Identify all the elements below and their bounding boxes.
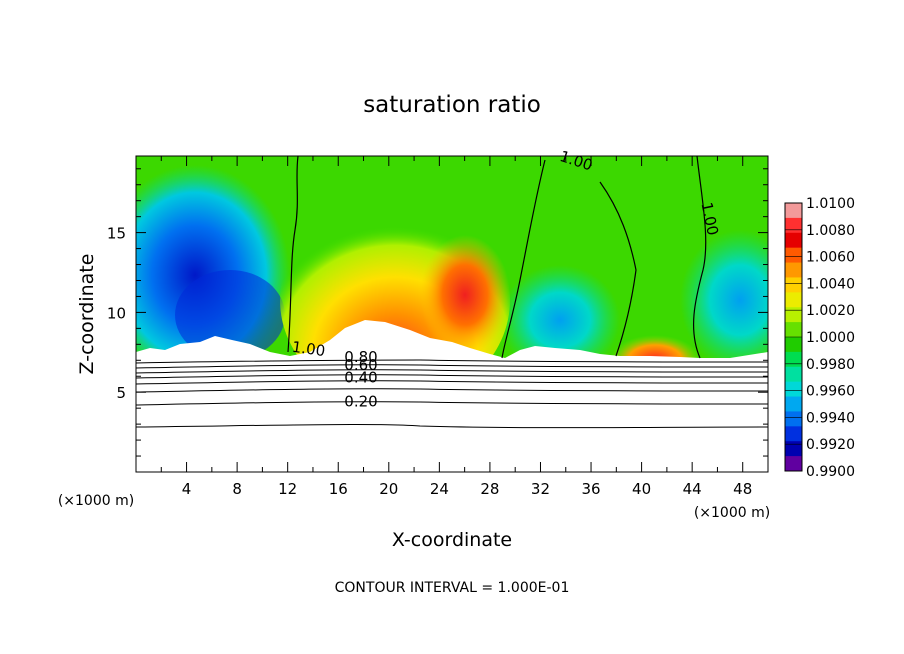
x-tick-label-4: 20: [379, 480, 398, 498]
y-axis: 5 10 15: [107, 168, 768, 457]
y-tick-label-0: 5: [116, 384, 126, 402]
colorbar-swatch: [785, 381, 802, 398]
colorbar-swatch: [785, 366, 802, 383]
colorbar-swatch: [785, 322, 802, 338]
heatmap-field: [136, 156, 768, 472]
colorbar-label-4: 1.0020: [806, 303, 855, 319]
plot-frame: [135, 155, 769, 473]
colorbar-label-8: 0.9940: [806, 410, 855, 426]
colorbar-label-10: 0.9900: [806, 464, 855, 480]
colorbar-swatch: [785, 203, 802, 219]
colorbar-label-2: 1.0060: [806, 250, 855, 266]
x-tick-label-0: 4: [182, 480, 192, 498]
colorbar-swatch: [785, 456, 802, 472]
y-axis-title: Z-coordinate: [76, 254, 98, 375]
unity-contour-lines: [287, 155, 707, 359]
colorbar-label-3: 1.0040: [806, 276, 855, 292]
contour-label-4: 0.60: [344, 356, 377, 374]
lower-contour-lines: [135, 359, 769, 429]
x-tick-label-3: 16: [329, 480, 348, 498]
colorbar-label-9: 0.9920: [806, 437, 855, 453]
colorbar-swatch: [785, 292, 802, 308]
x-tick-label-1: 8: [232, 480, 242, 498]
chart-title: saturation ratio: [363, 92, 541, 118]
colorbar-label-1: 1.0080: [806, 223, 855, 239]
colorbar-swatch: [785, 351, 802, 368]
y-tick-label-2: 15: [107, 225, 126, 243]
colorbar-label-0: 1.0100: [806, 196, 855, 212]
colorbar-swatch: [785, 396, 802, 412]
colorbar-swatch: [785, 277, 802, 293]
y-tick-label-1: 10: [107, 304, 126, 322]
contour-label-3: 0.80: [344, 348, 377, 366]
colorbar-label-7: 0.9960: [806, 384, 855, 400]
colorbar-swatch: [785, 232, 802, 249]
colorbar-swatch: [785, 262, 802, 278]
colorbar-swatch: [785, 426, 802, 442]
colorbar-swatch: [785, 441, 802, 457]
colorbar-swatch: [785, 217, 802, 234]
x-tick-label-8: 36: [581, 480, 600, 498]
x-axis: 4 8 12 16 20 24 28 32 36 40 44 48: [160, 156, 752, 498]
x-tick-label-2: 12: [278, 480, 297, 498]
x-tick-label-9: 40: [632, 480, 651, 498]
x-tick-label-6: 28: [480, 480, 499, 498]
contour-label-6: 0.20: [344, 393, 377, 411]
colorbar: 1.0100 1.0080 1.0060 1.0040 1.0020 1.0000 0.99…: [784, 196, 855, 480]
colorbar-label-5: 1.0000: [806, 330, 855, 346]
colorbar-swatch: [785, 247, 802, 264]
colorbar-swatch: [785, 411, 802, 427]
x-axis-title: X-coordinate: [392, 529, 512, 551]
x-axis-unit: (×1000 m): [694, 505, 770, 521]
colorbar-swatch: [785, 337, 802, 353]
x-tick-label-5: 24: [430, 480, 449, 498]
contour-label-0: 1.00: [291, 338, 327, 360]
x-tick-label-7: 32: [531, 480, 550, 498]
colorbar-swatch: [785, 307, 802, 323]
colorbar-label-6: 0.9980: [806, 357, 855, 373]
y-axis-unit: (×1000 m): [58, 493, 134, 509]
contour-interval-note: CONTOUR INTERVAL = 1.000E-01: [335, 580, 570, 596]
contour-label-5: 0.40: [344, 369, 377, 387]
x-tick-label-10: 44: [683, 480, 702, 498]
x-tick-label-11: 48: [733, 480, 752, 498]
